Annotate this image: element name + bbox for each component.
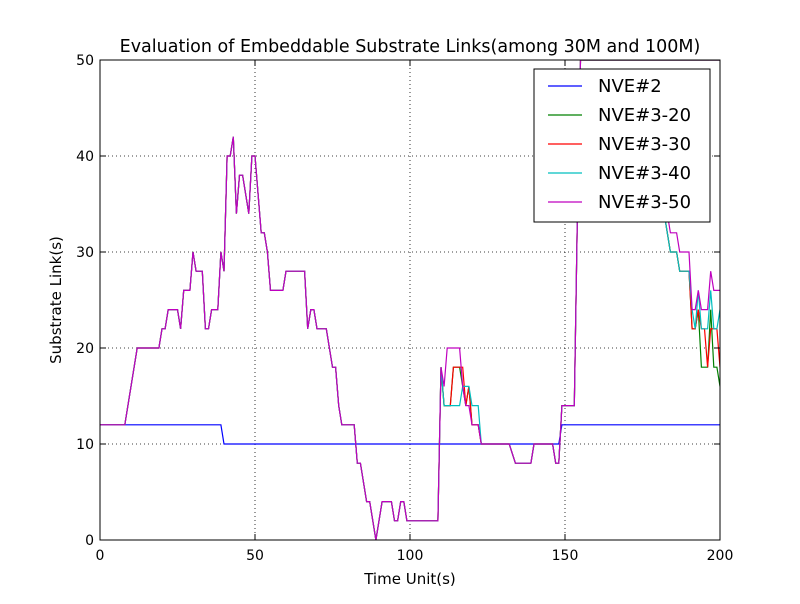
x-axis-label: Time Unit(s) — [363, 570, 456, 588]
axis-ticks: 0 50 100 150 200 0 10 20 30 40 50 — [76, 53, 733, 564]
y-tick-label: 40 — [76, 149, 94, 165]
chart-title: Evaluation of Embeddable Substrate Links… — [120, 37, 701, 57]
y-tick-label: 30 — [76, 245, 94, 261]
y-tick-label: 10 — [76, 437, 94, 453]
legend: NVE#2 NVE#3-20 NVE#3-30 NVE#3-40 NVE#3-50 — [533, 68, 711, 223]
legend-label: NVE#3-50 — [598, 192, 691, 213]
x-tick-label: 100 — [397, 548, 424, 564]
series-group — [100, 60, 720, 540]
series-tail-nve-3-50 — [663, 194, 720, 311]
series-line-nve-3-50 — [100, 60, 720, 540]
legend-label: NVE#3-40 — [598, 163, 691, 184]
y-tick-label: 20 — [76, 341, 94, 357]
legend-label: NVE#2 — [598, 76, 662, 97]
legend-box — [533, 68, 711, 223]
x-tick-label: 200 — [707, 548, 734, 564]
legend-label: NVE#3-20 — [598, 105, 691, 126]
x-tick-label: 0 — [96, 548, 105, 564]
x-tick-label: 150 — [552, 548, 579, 564]
legend-label: NVE#3-30 — [598, 134, 691, 155]
series-tail-nve-3-40 — [663, 213, 720, 330]
y-tick-label: 0 — [85, 533, 94, 549]
x-tick-label: 50 — [246, 548, 264, 564]
series-line-nve-2 — [100, 424, 720, 445]
y-tick-label: 50 — [76, 53, 94, 69]
y-axis-label: Substrate Link(s) — [47, 236, 65, 364]
